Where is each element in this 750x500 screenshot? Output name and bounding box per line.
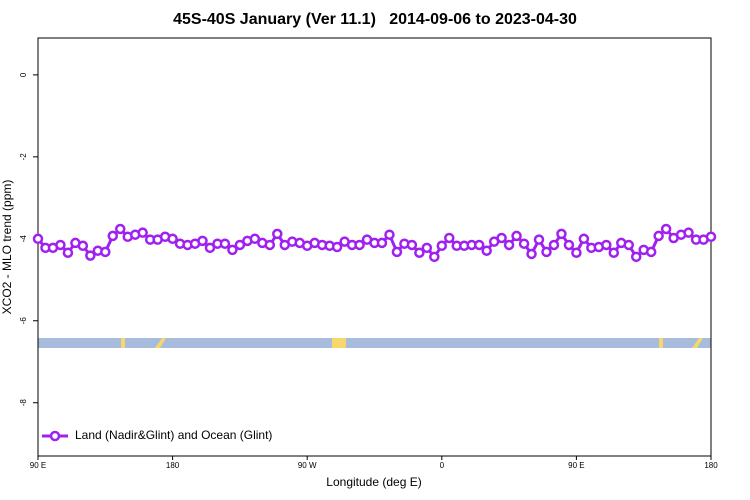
data-point (32, 233, 44, 245)
x-tick-label: 90 E (30, 461, 46, 470)
x-axis-label: Longitude (deg E) (326, 475, 421, 489)
data-point (526, 248, 537, 260)
data-point (77, 240, 89, 252)
data-point (683, 227, 694, 238)
data-point (518, 238, 530, 249)
data-point (55, 239, 66, 251)
data-point (623, 239, 634, 251)
data-point (444, 232, 455, 244)
data-point (137, 227, 148, 238)
data-point (511, 230, 522, 242)
x-tick-label: 0 (440, 461, 445, 470)
data-point (563, 239, 575, 251)
data-point (62, 247, 74, 258)
data-point (571, 247, 582, 258)
data-point (219, 238, 231, 249)
data-point (496, 232, 507, 244)
data-point (264, 239, 276, 251)
data-point (533, 234, 545, 245)
y-tick-label: -4 (19, 235, 28, 243)
data-point (556, 228, 567, 240)
data-point (406, 239, 418, 251)
data-point (503, 239, 515, 251)
data-point (234, 239, 246, 251)
data-point (197, 235, 208, 247)
land-patch (659, 338, 663, 348)
data-point (421, 242, 433, 254)
x-tick-label: 90 E (568, 461, 584, 470)
data-point (473, 239, 485, 251)
x-tick-label: 180 (166, 461, 180, 470)
land-ocean-mask (38, 338, 711, 348)
data-point (548, 239, 560, 251)
y-tick-label: -2 (19, 153, 28, 161)
data-point (204, 242, 216, 254)
data-point (645, 246, 657, 258)
data-point (272, 228, 283, 240)
y-axis-label: XCO2 - MLO trend (ppm) (0, 180, 14, 315)
y-tick-label: -6 (19, 317, 28, 325)
chart-title: 45S-40S January (Ver 11.1) 2014-09-06 to… (173, 11, 577, 28)
data-point (436, 240, 448, 252)
data-point (481, 245, 492, 256)
x-tick-label: 180 (704, 461, 718, 470)
data-point (630, 251, 642, 263)
data-point (107, 230, 119, 242)
data-point (85, 250, 96, 261)
data-point (167, 233, 178, 245)
data-point (608, 247, 620, 258)
plot-frame (37, 37, 712, 457)
x-tick-label: 90 W (298, 461, 317, 470)
land-patch (155, 338, 166, 348)
y-tick-label: 0 (19, 72, 28, 77)
land-patch (332, 338, 346, 348)
legend-label: Land (Nadir&Glint) and Ocean (Glint) (75, 428, 272, 442)
data-point (227, 244, 238, 256)
data-point (384, 229, 395, 240)
data-point (653, 230, 664, 242)
data-point (541, 246, 552, 258)
ocean-band (38, 338, 711, 348)
y-tick-label: -8 (19, 399, 28, 407)
data-point (331, 241, 343, 253)
legend-marker (49, 430, 61, 442)
data-point (414, 247, 425, 258)
data-point (115, 223, 126, 235)
data-point (660, 223, 672, 235)
data-point (100, 246, 111, 258)
land-patch (692, 338, 703, 348)
data-point (705, 231, 717, 243)
data-point (376, 237, 388, 249)
data-point (354, 239, 365, 251)
land-patch (121, 338, 125, 348)
data-point (391, 246, 403, 258)
data-point (249, 233, 261, 245)
data-point (429, 251, 440, 263)
data-point (578, 233, 590, 245)
data-point (601, 239, 612, 251)
